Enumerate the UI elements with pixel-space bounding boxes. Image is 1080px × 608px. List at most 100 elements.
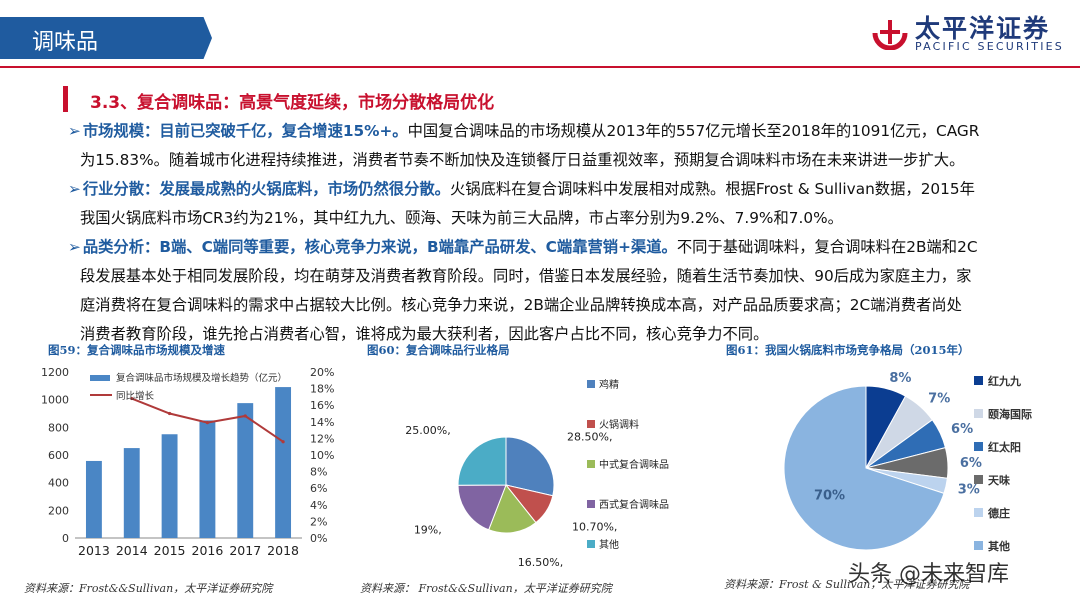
section-banner: 调味品 bbox=[0, 17, 212, 59]
legend-label: 颐海国际 bbox=[988, 407, 1032, 421]
legend-swatch bbox=[587, 380, 595, 388]
legend-swatch bbox=[587, 500, 595, 508]
legend-label: 其他 bbox=[988, 539, 1010, 553]
legend-label: 鸡精 bbox=[599, 378, 619, 391]
bullet-market-size: ➢ 市场规模：目前已突破千亿，复合增速15%+。中国复合调味品的市场规模从2013… bbox=[68, 117, 1043, 175]
pie-value-label: 3% bbox=[958, 483, 980, 498]
bullet-text: 中国复合调味品的市场规模从2013年的557亿元增长至2018年的1091亿元，… bbox=[407, 122, 980, 140]
legend-swatch bbox=[974, 541, 983, 550]
bar bbox=[199, 420, 216, 538]
y-tick-label: 0 bbox=[62, 532, 69, 545]
legend-swatch bbox=[974, 475, 983, 484]
bar bbox=[85, 460, 102, 538]
legend-label: 其他 bbox=[599, 538, 619, 551]
pie-value-label: 16.50%, bbox=[518, 556, 563, 569]
legend-swatch bbox=[90, 375, 110, 381]
legend-label: 中式复合调味品 bbox=[599, 458, 669, 471]
logo-en: PACIFIC SECURITIES bbox=[915, 40, 1064, 53]
y-tick-label: 1200 bbox=[41, 366, 69, 379]
pie-slice bbox=[457, 436, 507, 486]
bullet-lead: 行业分散：发展最成熟的火锅底料，市场仍然很分散。 bbox=[82, 180, 450, 198]
y-tick-label: 1000 bbox=[41, 394, 69, 407]
fig59-source: 资料来源：Frost&&Sullivan，太平洋证券研究院 bbox=[24, 582, 273, 595]
y-tick-label: 400 bbox=[48, 477, 69, 490]
bar bbox=[161, 434, 178, 538]
pie-value-label: 6% bbox=[960, 456, 982, 471]
bullet-text: 不同于基础调味料，复合调味料在2B端和2C bbox=[676, 238, 978, 256]
bullet-lead: 品类分析：B端、C端同等重要，核心竞争力来说，B端靠产品研发、C端靠营销+渠道。 bbox=[82, 238, 677, 256]
fig60-source: 资料来源： Frost&&Sullivan，太平洋证券研究院 bbox=[360, 582, 612, 595]
legend-swatch bbox=[587, 460, 595, 468]
y2-tick-label: 10% bbox=[310, 449, 334, 462]
pie-value-label: 6% bbox=[951, 422, 973, 437]
page-subtitle: 3.3、复合调味品：高景气度延续，市场分散格局优化 bbox=[90, 93, 495, 113]
x-tick-label: 2013 bbox=[78, 543, 110, 558]
pie-value-label: 10.70%, bbox=[572, 521, 617, 534]
bullet-category: ➢ 品类分析：B端、C端同等重要，核心竞争力来说，B端靠产品研发、C端靠营销+渠道… bbox=[68, 233, 1043, 349]
y-tick-label: 600 bbox=[48, 449, 69, 462]
y2-tick-label: 4% bbox=[310, 499, 327, 512]
header-divider bbox=[0, 66, 1080, 68]
growth-point bbox=[130, 396, 134, 401]
y2-tick-label: 0% bbox=[310, 532, 327, 545]
y2-tick-label: 18% bbox=[310, 383, 334, 396]
pie-value-label: 19%, bbox=[414, 523, 442, 536]
section-title: 调味品 bbox=[32, 30, 99, 55]
bullet-text: 为15.83%。随着城市化进程持续推进，消费者节奏不断加快及连锁餐厅日益重视效率… bbox=[80, 151, 965, 169]
bullet-text: 我国火锅底料市场CR3约为21%，其中红九九、颐海、天味为前三大品牌，市占率分别… bbox=[80, 209, 843, 227]
pie-value-label: 25.00%, bbox=[405, 424, 450, 437]
pie-slice bbox=[457, 484, 507, 531]
y2-tick-label: 16% bbox=[310, 399, 334, 412]
bar bbox=[237, 403, 254, 538]
pie-slice bbox=[488, 484, 537, 534]
fig59-title: 图59：复合调味品市场规模及增速 bbox=[48, 343, 226, 357]
fig61-source: 资料来源：Frost & Sullivan，太平洋证券研究院 bbox=[724, 578, 970, 591]
legend-swatch bbox=[974, 409, 983, 418]
x-tick-label: 2018 bbox=[267, 543, 299, 558]
x-tick-label: 2016 bbox=[192, 543, 224, 558]
watermark: 头条 @未来智库 bbox=[848, 562, 1009, 587]
subtitle-accent-bar bbox=[63, 86, 68, 112]
bullet-arrow-icon: ➢ bbox=[68, 122, 81, 140]
fig61-title: 图61：我国火锅底料市场竞争格局（2015年） bbox=[726, 343, 970, 357]
legend-swatch bbox=[974, 376, 983, 385]
bullet-arrow-icon: ➢ bbox=[68, 238, 81, 256]
x-tick-label: 2014 bbox=[116, 543, 148, 558]
legend-label: 德庄 bbox=[987, 506, 1010, 520]
bullet-text: 段发展基本处于相同发展阶段，均在萌芽及消费者教育阶段。同时，借鉴日本发展经验，随… bbox=[80, 267, 972, 285]
legend-label: 红九九 bbox=[988, 374, 1021, 388]
bar bbox=[275, 387, 292, 538]
legend-label: 红太阳 bbox=[988, 440, 1021, 454]
y2-tick-label: 20% bbox=[310, 366, 334, 379]
legend-swatch bbox=[974, 442, 983, 451]
bullet-industry: ➢ 行业分散：发展最成熟的火锅底料，市场仍然很分散。火锅底料在复合调味料中发展相对… bbox=[68, 175, 1043, 233]
y2-tick-label: 14% bbox=[310, 416, 334, 429]
growth-point bbox=[281, 440, 285, 444]
growth-point bbox=[205, 421, 210, 425]
fig60-title: 图60：复合调味品行业格局 bbox=[367, 343, 510, 357]
y2-tick-label: 6% bbox=[310, 482, 327, 495]
bullet-text: 消费者教育阶段，谁先抢占消费者心智，谁将成为最大获利者，因此客户占比不同，核心竞… bbox=[80, 325, 769, 343]
legend-swatch bbox=[587, 420, 595, 428]
pie-slice bbox=[783, 385, 945, 551]
legend-label: 复合调味品市场规模及增长趋势（亿元） bbox=[116, 372, 287, 384]
x-tick-label: 2017 bbox=[229, 543, 261, 558]
y-tick-label: 800 bbox=[48, 421, 69, 434]
bar bbox=[123, 448, 140, 538]
legend-label: 天味 bbox=[988, 473, 1010, 487]
legend-label: 西式复合调味品 bbox=[599, 498, 669, 511]
y-tick-label: 200 bbox=[48, 504, 69, 517]
growth-point bbox=[243, 414, 247, 418]
bullet-arrow-icon: ➢ bbox=[68, 180, 81, 198]
legend-swatch bbox=[587, 540, 595, 548]
legend-label: 火锅调料 bbox=[599, 418, 639, 431]
pie-slice bbox=[505, 436, 555, 497]
bullet-lead: 市场规模：目前已突破千亿，复合增速15%+。 bbox=[82, 122, 408, 140]
logo-cn: 太平洋证券 bbox=[915, 14, 1051, 43]
fig60-chart: 28.50%, 10.70%, 16.50%, 19%, 25.00%, 鸡精火锅调料中… bbox=[405, 378, 669, 569]
bullet-text: 火锅底料在复合调味料中发展相对成熟。根据Frost & Sullivan数据，2… bbox=[449, 180, 975, 198]
x-tick-label: 2015 bbox=[154, 543, 186, 558]
pie-value-label: 28.50%, bbox=[567, 430, 612, 443]
y2-tick-label: 12% bbox=[310, 432, 334, 445]
